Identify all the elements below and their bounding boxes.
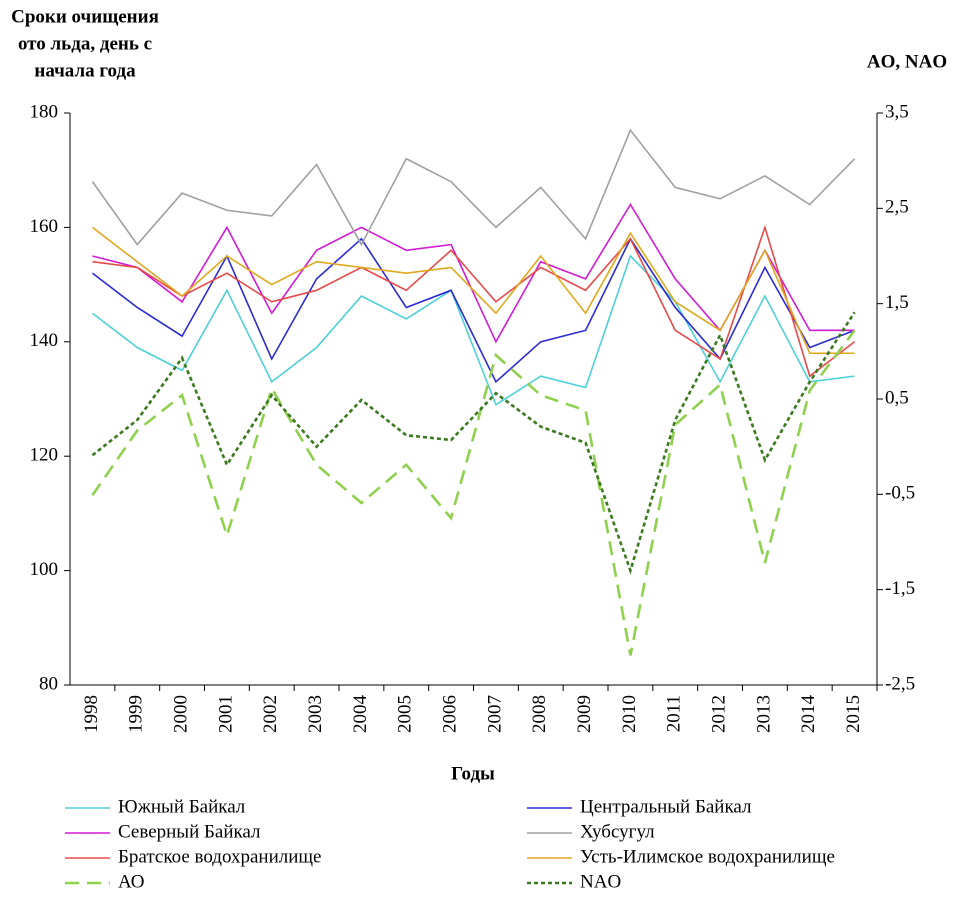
y2-tick-label: -0,5 — [885, 483, 915, 504]
x-tick-label: 2002 — [260, 695, 281, 733]
series-line — [91, 226, 855, 355]
series-line — [91, 254, 855, 406]
y2-tick-label: -1,5 — [885, 578, 915, 599]
x-tick-label: 2000 — [170, 695, 191, 733]
x-tick-label: 2008 — [529, 695, 550, 733]
x-tick-label: 2007 — [484, 695, 505, 733]
legend-label: Северный Байкал — [118, 821, 261, 842]
x-tick-label: 1999 — [126, 695, 147, 733]
series-line — [92, 224, 856, 378]
x-tick-label: 2004 — [350, 695, 371, 734]
x-tick-label: 1998 — [81, 695, 102, 733]
y-tick-label: 140 — [30, 330, 59, 351]
y-tick-label: 120 — [30, 445, 59, 466]
y-tick-label: 160 — [30, 216, 59, 237]
y-tick-label: 80 — [39, 673, 58, 694]
legend-label: АО — [118, 871, 145, 892]
y-tick-label: 100 — [30, 559, 59, 580]
legend-label: Братское водохранилище — [118, 846, 321, 867]
x-tick-label: 2010 — [619, 695, 640, 733]
x-tick-label: 2012 — [708, 695, 729, 733]
y-tick-label: 180 — [30, 101, 59, 122]
series-line — [91, 329, 856, 656]
legend-label: Усть-Илимское водохранилище — [580, 846, 835, 867]
x-tick-label: 2001 — [215, 695, 236, 733]
legend-label: Центральный Байкал — [580, 796, 752, 817]
legend-label: NAO — [580, 871, 621, 892]
x-tick-label: 2005 — [395, 695, 416, 733]
y2-tick-label: -2,5 — [885, 673, 915, 694]
x-tick-label: 2006 — [439, 695, 460, 733]
y-axis-label: ото льда, день с — [18, 33, 152, 54]
x-axis-label: Годы — [451, 763, 495, 784]
x-tick-label: 2009 — [574, 695, 595, 733]
y2-axis-label: AO, NAO — [867, 51, 947, 72]
y2-tick-label: 2,5 — [885, 197, 909, 218]
x-tick-label: 2011 — [664, 695, 685, 732]
series-line — [91, 237, 855, 384]
y2-tick-label: 3,5 — [885, 101, 909, 122]
y-axis-label: Сроки очищения — [11, 6, 159, 27]
x-tick-label: 2003 — [305, 695, 326, 733]
x-tick-label: 2014 — [798, 695, 819, 734]
y2-tick-label: 0,5 — [885, 387, 909, 408]
x-tick-label: 2015 — [843, 695, 864, 733]
x-tick-label: 2013 — [753, 695, 774, 733]
legend-label: Хубсугул — [580, 821, 655, 842]
y2-tick-label: 1,5 — [885, 292, 909, 313]
legend-label: Южный Байкал — [118, 796, 246, 817]
series-line — [91, 128, 856, 247]
y-axis-label: начала года — [34, 60, 136, 81]
